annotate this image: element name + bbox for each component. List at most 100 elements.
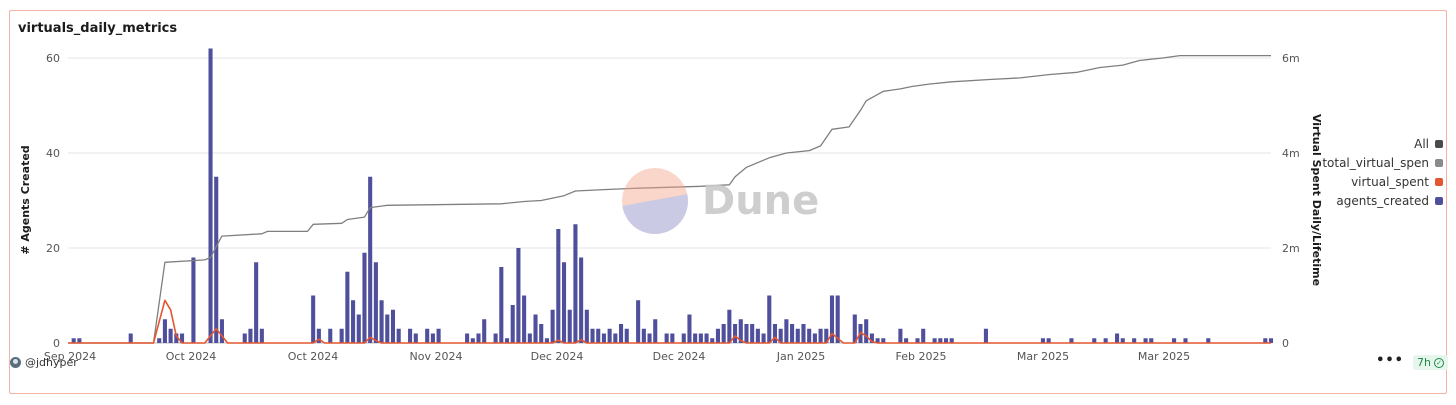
bar [550,309,555,343]
bar [778,328,783,343]
bar [390,309,396,343]
bar [710,338,715,343]
bar [790,324,795,343]
bar [499,267,504,343]
bar [174,333,179,343]
bar [738,319,743,343]
more-options-icon[interactable]: ••• [1376,353,1404,368]
bar [687,314,692,343]
bar [345,271,350,343]
bar [510,305,515,343]
bar [784,319,789,343]
bar [522,295,527,343]
bar [214,176,219,343]
legend-label: virtual_spent [1351,174,1429,189]
bar [1132,338,1137,343]
bar [1103,338,1108,343]
bar [351,300,356,343]
y-tick-label: 0 [53,337,60,350]
bar [1040,338,1045,343]
y2-tick-label: 4m [1282,147,1300,160]
bar [698,333,703,343]
bar [544,338,549,343]
bar [573,224,578,343]
bar [379,300,384,343]
legend-swatch [1435,177,1443,186]
bar [596,328,601,343]
bar [1172,338,1177,343]
legend-item-agents-created[interactable]: agents_created [1322,191,1443,210]
bar [533,314,538,343]
x-tick-label: Nov 2024 [410,350,463,363]
bar [242,333,247,343]
bar [636,300,641,343]
bar [829,295,835,343]
legend-item-total-virtual-spen[interactable]: total_virtual_spen [1322,153,1443,172]
bar [396,328,401,343]
bar [413,333,418,343]
x-tick-label: Mar 2025 [1017,350,1069,363]
x-tick-label: Feb 2025 [896,350,947,363]
bar [157,338,162,343]
bar [259,328,264,343]
bar [824,328,829,343]
x-tick-label: Oct 2024 [288,350,339,363]
bar [430,333,435,343]
author-name[interactable]: @jdhyper [25,356,78,369]
bar [744,324,749,343]
y2-tick-label: 0 [1282,337,1289,350]
bar [767,295,772,343]
bar [761,333,766,343]
bar [476,333,481,343]
bar [316,328,321,343]
bar [670,333,675,343]
check-circle-icon: ✓ [1434,357,1444,368]
bar [653,319,658,343]
bar [750,324,755,343]
bar [339,328,344,343]
y2-axis-title: Virtual Spent Daily/Lifetime [1310,114,1323,286]
bar [77,338,82,343]
bar [527,333,532,343]
legend-item-virtual-spent[interactable]: virtual_spent [1322,172,1443,191]
bar [579,257,584,343]
legend-swatch [1435,139,1443,148]
bar [641,328,646,343]
bar [693,333,698,343]
bar [373,262,378,343]
chart-title: virtuals_daily_metrics [18,21,178,36]
y-tick-label: 60 [46,52,60,65]
bar [1069,338,1074,343]
refresh-age-badge[interactable]: 7h ✓ [1413,355,1448,370]
bar [721,324,726,343]
dune-logo-icon [622,168,688,234]
bar [921,328,926,343]
bar [368,176,373,343]
bar [875,338,880,343]
legend-label: agents_created [1336,193,1429,208]
bar [807,328,812,343]
bar [71,338,76,343]
bar [801,324,806,343]
bar [362,252,367,343]
legend-swatch [1435,196,1443,205]
x-tick-label: Jan 2025 [776,350,825,363]
bar [915,338,920,343]
author[interactable]: @jdhyper [10,356,78,369]
bar [943,338,949,343]
bar [715,328,721,343]
bar [516,248,521,343]
bar [561,262,567,343]
bar [425,328,430,343]
bar [983,328,988,343]
legend-item-all[interactable]: All [1322,134,1443,153]
bar [932,338,937,343]
bar [1268,338,1274,343]
bar [647,333,652,343]
bar [812,333,817,343]
x-tick-label: Sep 2024 [44,350,96,363]
bar [254,262,259,343]
bar [311,295,316,343]
